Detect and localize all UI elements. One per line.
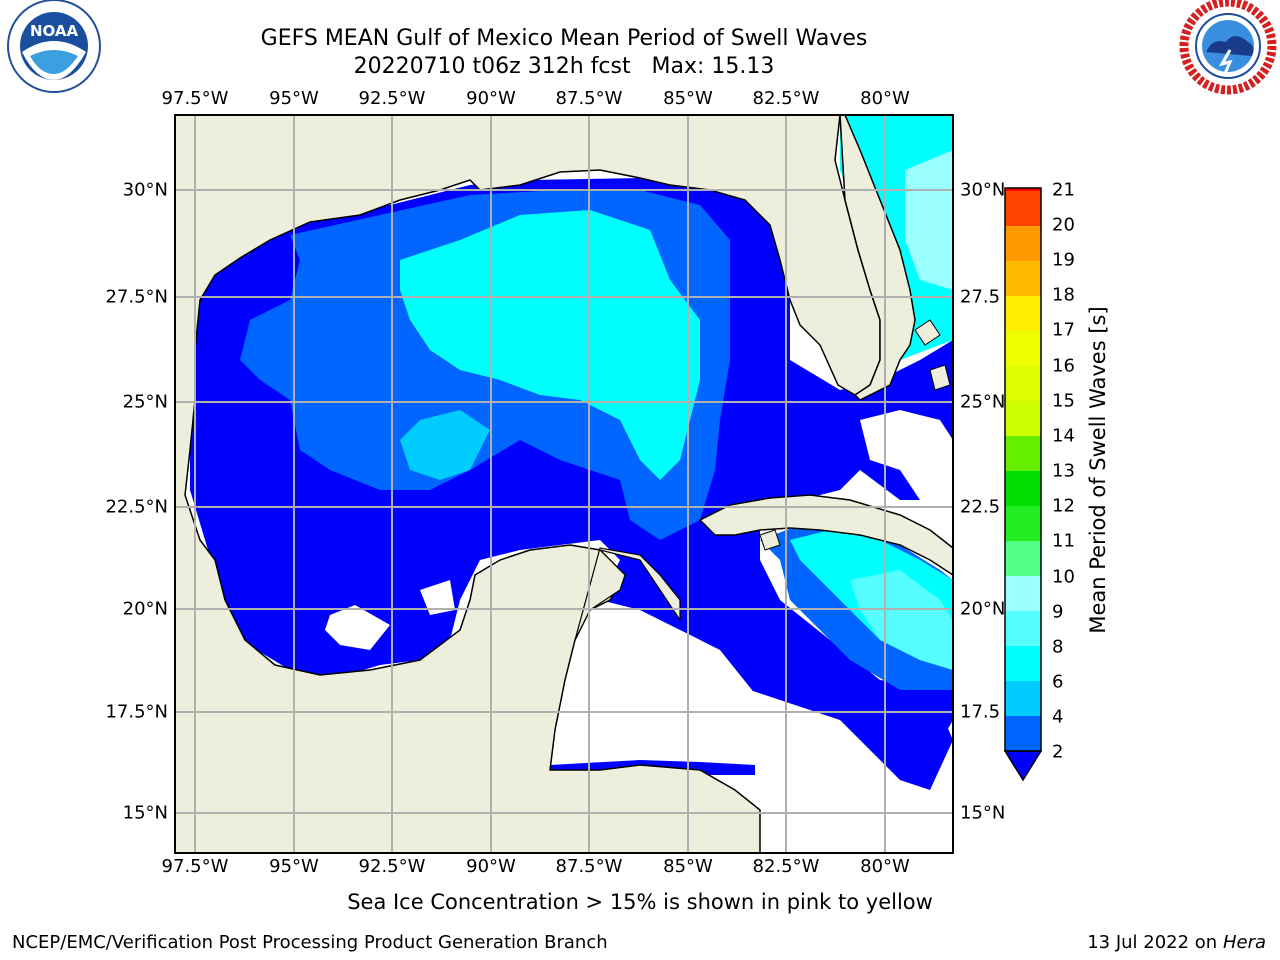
lat-label-left: 27.5°N [105,286,168,308]
lat-label-right: 15°N [960,802,1006,824]
colorbar-tick-label: 9 [1052,601,1064,623]
colorbar-tick-label: 20 [1052,214,1075,236]
colorbar-tick-label: 12 [1052,495,1075,517]
colorbar-title: Mean Period of Swell Waves [s] [1086,306,1110,634]
lat-label-right: 17.5 [960,701,1001,723]
lon-label-bottom: 82.5°W [752,856,820,877]
lon-label-bottom: 97.5°W [161,856,229,877]
chart-title: GEFS MEAN Gulf of Mexico Mean Period of … [260,26,868,51]
lat-label-left: 25°N [122,391,168,413]
lat-label-right: 27.5 [960,286,1001,308]
lat-label-right: 25°N [960,391,1006,413]
footer-machine: Hera [1222,932,1266,953]
lon-label-top: 90°W [466,88,516,109]
lon-label-top: 82.5°W [752,88,820,109]
colorbar-tick-label: 6 [1052,671,1064,693]
footer-date: 13 Jul 2022 on Hera [1087,932,1266,953]
colorbar-tick-label: 21 [1052,179,1075,201]
caption-text: Sea Ice Concentration > 15% is shown in … [347,890,933,914]
colorbar-tick-label: 10 [1052,566,1075,588]
lat-label-right: 20°N [960,598,1006,620]
noaa-logo: NOAA [7,0,101,93]
colorbar-tick-label: 13 [1052,460,1075,482]
lon-label-bottom: 90°W [466,856,516,877]
lat-label-left: 30°N [122,179,168,201]
lon-label-top: 85°W [663,88,713,109]
map-frame [175,115,953,853]
colorbar-tick-label: 19 [1052,249,1075,271]
colorbar-tick-label: 11 [1052,530,1075,552]
lon-label-top: 92.5°W [358,88,426,109]
lat-label-left: 22.5°N [105,496,168,518]
lat-label-right: 30°N [960,179,1006,201]
footer-credit: NCEP/EMC/Verification Post Processing Pr… [12,932,608,953]
colorbar-tick-label: 18 [1052,284,1075,306]
colorbar-tick-label: 16 [1052,355,1075,377]
lat-label-left: 15°N [122,802,168,824]
colorbar-tick-label: 8 [1052,636,1064,658]
colorbar-tick-label: 2 [1052,741,1064,763]
lon-label-top: 97.5°W [161,88,229,109]
lon-label-top: 80°W [860,88,910,109]
nws-logo [1179,0,1277,95]
lat-lon-grid [175,115,953,853]
footer-date-text: 13 Jul 2022 on [1087,932,1223,953]
lon-label-top: 87.5°W [555,88,623,109]
lon-label-bottom: 92.5°W [358,856,426,877]
colorbar-tick-label: 4 [1052,706,1064,728]
lat-label-left: 17.5°N [105,701,168,723]
lat-label-right: 22.5 [960,496,1001,518]
colorbar [1003,187,1043,782]
map-border [174,114,954,854]
colorbar-tick-label: 15 [1052,390,1075,412]
colorbar-tick-label: 14 [1052,425,1075,447]
lon-label-bottom: 87.5°W [555,856,623,877]
colorbar-tick-label: 17 [1052,319,1075,341]
lon-label-bottom: 85°W [663,856,713,877]
lon-label-bottom: 95°W [269,856,319,877]
lon-label-bottom: 80°W [860,856,910,877]
caption: Sea Ice Concentration > 15% is shown in … [0,890,1280,914]
lon-label-top: 95°W [269,88,319,109]
land [175,115,953,853]
lat-label-left: 20°N [122,598,168,620]
chart-subtitle: 20220710 t06z 312h fcst Max: 15.13 [353,54,775,79]
noaa-logo-text: NOAA [30,22,79,40]
